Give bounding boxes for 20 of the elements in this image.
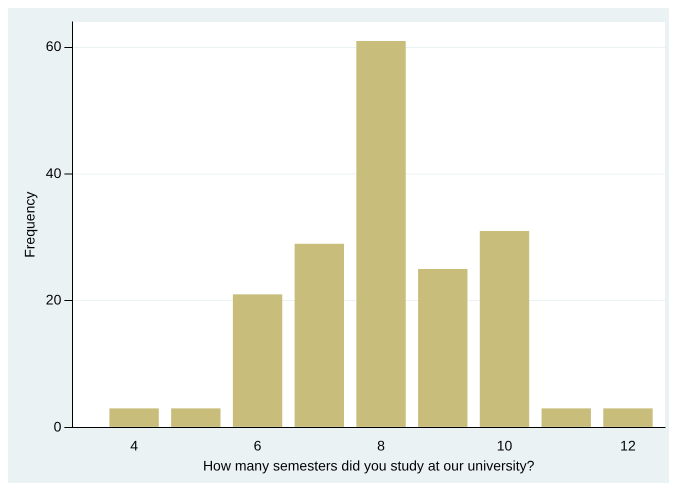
y-tick-label: 20 [46, 292, 62, 308]
y-tick-label: 60 [46, 38, 62, 54]
y-tick-label: 0 [54, 418, 62, 434]
x-axis-title: How many semesters did you study at our university? [202, 457, 535, 474]
bar [171, 408, 221, 427]
y-tick-label: 40 [46, 164, 62, 181]
bar [356, 41, 406, 427]
x-tick-label: 4 [130, 438, 138, 454]
bar [418, 269, 468, 427]
x-tick-label: 10 [496, 438, 512, 454]
bar [232, 294, 282, 427]
y-axis-title: Frequency [21, 192, 38, 258]
bar [294, 244, 344, 427]
x-tick-label: 6 [254, 438, 262, 454]
bar [480, 231, 530, 427]
bar [542, 408, 591, 427]
x-tick-label: 8 [377, 438, 386, 454]
bar [109, 408, 159, 427]
bar [603, 408, 653, 427]
x-tick-label: 12 [620, 438, 636, 454]
